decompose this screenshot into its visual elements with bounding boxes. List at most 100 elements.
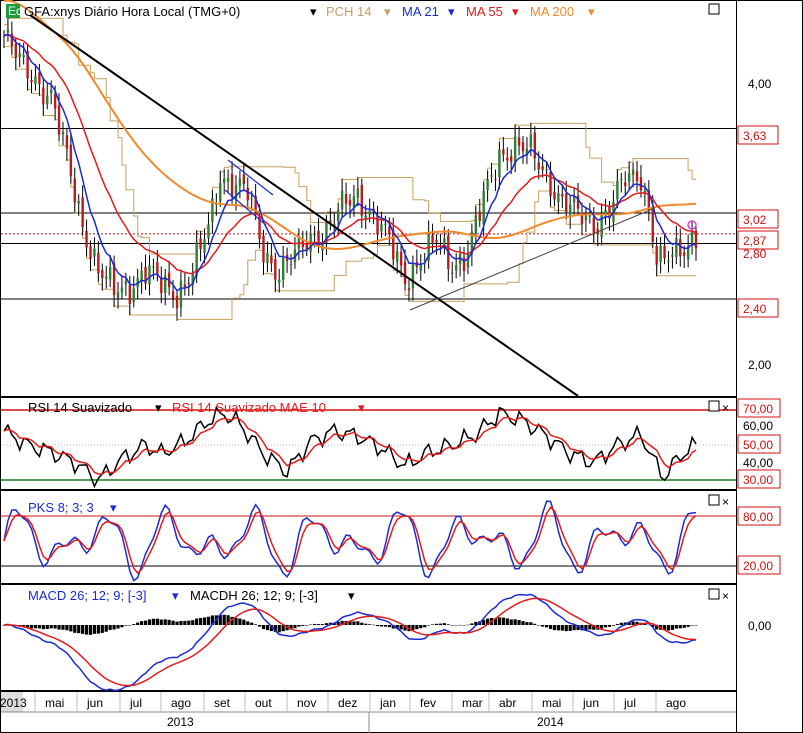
candle (435, 239, 438, 243)
macd-hist-bar (348, 621, 352, 625)
macd-hist-bar (615, 623, 619, 625)
macd-hist-bar (541, 625, 545, 627)
month-label: set (214, 696, 231, 710)
month-label: jun (582, 696, 599, 710)
rsi-box-70-label: 70,00 (743, 402, 773, 416)
candle (513, 136, 517, 164)
candle (329, 220, 332, 224)
macdh-legend[interactable]: MACDH 26; 12; 9; [-3] (190, 588, 318, 603)
candle (399, 251, 403, 266)
price-panel-maximize-icon[interactable] (708, 3, 720, 15)
candle (368, 210, 371, 215)
macd-hist-bar (623, 622, 627, 625)
macd-hist-bar (210, 615, 214, 625)
macd-hist-bar (564, 625, 568, 632)
macd-hist-bar (273, 625, 277, 633)
legend-ma55[interactable]: MA 55 (466, 4, 503, 19)
pks-d-line (3, 506, 697, 575)
price-box-287 (737, 230, 779, 250)
macd-hist-bar (183, 620, 187, 625)
macd-legend[interactable]: MACD 26; 12; 9; [-3] (28, 588, 147, 603)
legend-sep-1: ▾ (310, 4, 317, 19)
macd-hist-bar (81, 625, 85, 634)
candle (466, 252, 470, 268)
macd-hist-bar (301, 625, 305, 626)
rsi-maximize-icon[interactable] (708, 400, 720, 412)
candle (148, 265, 151, 285)
candle (222, 178, 226, 184)
macd-hist-bar (336, 621, 340, 625)
macd-hist-bar (324, 623, 329, 625)
year-label-2013: 2013 (167, 715, 194, 729)
macd-hist-bar (191, 620, 195, 625)
macd-close-icon[interactable]: × (722, 589, 729, 603)
macd-hist-bar (234, 617, 238, 625)
candle (6, 29, 10, 33)
candle (631, 169, 635, 176)
month-label: dez (338, 696, 357, 710)
macd-hist-bar (132, 624, 136, 625)
legend-pch[interactable]: PCH 14 (326, 4, 372, 19)
macd-hist-bar (383, 625, 387, 627)
macd-hist-bar (529, 622, 533, 625)
candle (553, 191, 556, 200)
macd-hist-bar (403, 625, 407, 631)
macd-hist-bar (482, 619, 486, 625)
pks-close-icon[interactable]: × (722, 495, 729, 509)
candle (10, 33, 14, 47)
month-label: jul (129, 696, 142, 710)
rsi-ema-legend[interactable]: RSI 14 Suavizado MAE 10 (172, 400, 326, 415)
candle (474, 215, 478, 234)
legend-ma200[interactable]: MA 200 (530, 4, 574, 19)
macd-hist-bar (635, 621, 639, 625)
macd-hist-bar (104, 625, 108, 632)
macd-hist-bar (548, 625, 553, 630)
macd-hist-bar (261, 625, 266, 630)
macd-hist-bar (611, 625, 616, 626)
uptrend-line[interactable] (409, 207, 656, 311)
rsi-close-icon[interactable]: × (722, 401, 729, 415)
legend-ma200-arrow: ▾ (588, 4, 595, 19)
candle (238, 178, 242, 187)
macd-hist-bar (395, 625, 399, 629)
macd-hist-bar (250, 622, 254, 625)
macd-hist-bar (466, 624, 470, 626)
channel-line-b[interactable] (227, 159, 274, 196)
channel-line-a[interactable] (224, 189, 267, 226)
macd-hist-bar (572, 625, 576, 631)
candle (411, 263, 415, 289)
macd-hist-bar (352, 621, 356, 625)
macd-hist-bar (265, 625, 270, 631)
macd-hist-bar (41, 625, 45, 630)
macd-hist-bar (269, 625, 273, 632)
macd-legend-arrow: ▾ (172, 588, 179, 603)
pks-legend[interactable]: PKS 8; 3; 3 (28, 500, 94, 515)
candle (65, 135, 69, 149)
price-box-240 (737, 298, 779, 318)
macd-hist-bar (289, 625, 293, 630)
macd-maximize-icon[interactable] (708, 588, 720, 600)
macd-hist-bar (45, 625, 49, 629)
symbol-title[interactable]: GFA:xnys Diário Hora Local (TMG+0) (24, 4, 240, 19)
macd-hist-bar (537, 625, 541, 626)
candle (679, 239, 682, 257)
candle (69, 144, 73, 177)
downtrend-line[interactable] (29, 14, 579, 397)
macd-hist-bar (694, 625, 698, 626)
candle (572, 196, 576, 203)
macd-hist-bar (442, 623, 446, 625)
pks-maximize-icon[interactable] (708, 494, 720, 506)
macd-hist-bar (458, 624, 462, 626)
candle (683, 252, 686, 256)
candle (624, 182, 627, 186)
legend-ma21[interactable]: MA 21 (402, 4, 439, 19)
macd-hist-bar (493, 618, 498, 625)
candle (478, 211, 481, 222)
candle (486, 179, 489, 191)
rsi-legend[interactable]: RSI 14 Suavizado (28, 400, 132, 415)
candle (454, 265, 458, 271)
candle (584, 215, 588, 221)
candle (651, 207, 654, 242)
macd-line (3, 593, 697, 692)
candle (458, 253, 462, 265)
